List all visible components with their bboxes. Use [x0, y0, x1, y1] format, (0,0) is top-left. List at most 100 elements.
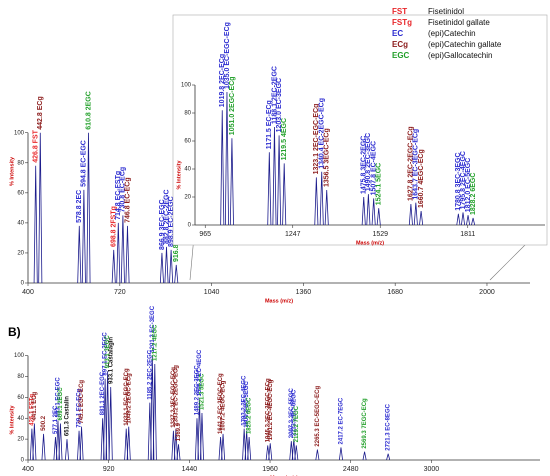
peak-label: 729.1 EC-ECg	[77, 388, 83, 427]
y-tick-label: 100	[14, 130, 25, 136]
peak	[224, 91, 229, 226]
legend-name: (epi)Catechin gallate	[428, 40, 502, 49]
y-tick-label: 0	[21, 458, 25, 464]
peak	[294, 445, 299, 461]
peak	[33, 165, 38, 284]
peak-label: 1337.2 2EC-EGC-ECg	[171, 367, 177, 428]
peak-label: 698.8 2FSTg	[111, 206, 118, 247]
peak	[471, 217, 476, 226]
peak-label: 1660.7 4EGC-ECg	[418, 149, 425, 208]
y-tick-label: 0	[21, 281, 25, 287]
legend-name: (epi)Gallocatechin	[428, 51, 492, 60]
peak-label: 714.8 EC-FSTg	[115, 171, 122, 220]
peak	[221, 433, 226, 461]
peak	[456, 213, 461, 226]
x-tick-label: 2480	[343, 466, 359, 473]
peak	[125, 225, 130, 284]
peak-label: 2113.2 EC-6EGC	[291, 389, 297, 436]
peak-label: 1049.2 2EGC-ECg	[126, 373, 132, 424]
peak-label: 1825.2 6EGC	[247, 397, 253, 434]
peak	[32, 423, 37, 461]
y-tick-label: 0	[188, 223, 192, 229]
peak-label: 651.3 Castalin	[65, 396, 71, 436]
peak-label: 898.9 EC-2EGC	[168, 196, 175, 247]
peak	[291, 439, 296, 461]
peak-label: 1793.2 2EC-4EGC	[242, 375, 248, 426]
peak-label: 610.8 2EGC	[85, 91, 92, 130]
peak-label: 1657.2 4EGC-ECg	[221, 380, 227, 431]
y-tick-label: 40	[184, 167, 191, 173]
y-tick-label: 60	[17, 395, 24, 401]
peak-label: 882.8 2EC-2EGC	[163, 189, 170, 243]
peak-label: 1812.0 EC-5EGC	[465, 158, 472, 212]
peak	[164, 246, 169, 284]
peak	[79, 426, 84, 461]
y-tick-label: 40	[17, 416, 24, 422]
peak	[267, 152, 272, 226]
peak	[461, 212, 466, 226]
peak-label: 1353.2 EC-2EGC-ECg	[173, 365, 179, 426]
x-tick-label: 1440	[182, 466, 198, 473]
peak-label: 609.1 2EGC	[58, 387, 64, 421]
peak	[199, 413, 204, 461]
peak-label: 897.1 EC-2EGC	[103, 332, 109, 376]
peak	[116, 222, 121, 284]
peak	[408, 203, 413, 226]
y-axis-title: % Intensity	[9, 156, 15, 186]
peak	[338, 447, 343, 461]
peak-label: 2417.2 EC-7EGC	[339, 397, 345, 444]
y-tick-label: 80	[17, 160, 24, 166]
peak-label: 1185.2 2EC-2EGC	[147, 349, 153, 399]
legend-abbr: FST	[392, 7, 407, 16]
peak-label: 1475.8 3EC-2EGC	[361, 136, 368, 194]
peak	[58, 423, 63, 461]
peak	[111, 249, 116, 284]
peak	[361, 196, 366, 226]
peak-label: 1201.2 EC-3EGC	[150, 305, 156, 352]
peak-label: 1217.2 4EGC	[152, 324, 158, 361]
peak-label: 578.8 2EC	[76, 190, 83, 223]
peak	[366, 194, 371, 226]
x-tick-label: 1360	[296, 289, 312, 296]
x-tick-label: 2000	[479, 289, 495, 296]
peak	[176, 444, 181, 461]
x-tick-label: 1680	[387, 289, 403, 296]
peak-label: 730.8 EC-ECg	[120, 167, 127, 213]
peak	[282, 163, 287, 226]
x-axis-title: Mass (m/z)	[356, 240, 384, 246]
peak-label: 1019.8 2EC-ECg	[219, 54, 226, 107]
peak	[314, 177, 319, 226]
x-tick-label: 400	[22, 466, 34, 473]
x-tick-label: 965	[199, 231, 211, 238]
y-tick-label: 20	[184, 195, 191, 201]
peak	[159, 252, 164, 284]
peak-label: 1340.4 EC-2EGC-ECg	[319, 98, 326, 169]
peak-label: 1489.2 2EC-3EGC	[195, 365, 201, 416]
peak	[120, 215, 125, 284]
peak	[319, 171, 324, 226]
peak	[324, 189, 329, 226]
peak	[386, 453, 391, 461]
x-tick-label: 720	[114, 289, 126, 296]
x-tick-label: 3000	[424, 466, 440, 473]
peak-label: 933.1 Castalagin	[108, 337, 114, 384]
peak-label: 1356.5 3EGC-ECg	[324, 128, 331, 187]
y-tick-label: 20	[17, 437, 24, 443]
peak-label: 2721.3 EC-8EGC	[386, 403, 392, 450]
peak-label: 1945.2 2EC-3EGC-ECg	[265, 378, 271, 442]
peak-label: 1051.0 2EGC-ECg	[229, 76, 236, 135]
peak	[315, 449, 320, 461]
inset-frame	[172, 14, 548, 246]
y-tick-label: 100	[181, 83, 192, 89]
y-tick-label: 80	[17, 374, 24, 380]
x-tick-label: 1811	[460, 231, 475, 238]
peak-label: 1490.8 2EC-3EGC	[365, 133, 372, 191]
peak	[38, 132, 43, 284]
peak-label: 442.8 ECg	[37, 96, 44, 129]
peak-label: 881.1 2EC-EGC	[100, 371, 106, 415]
y-axis-title: % Intensity	[9, 405, 15, 435]
y-tick-label: 60	[184, 139, 191, 145]
peak-label: 2569.3 7EGC-ECg	[362, 398, 368, 449]
peak	[169, 249, 174, 284]
peak	[86, 132, 91, 284]
